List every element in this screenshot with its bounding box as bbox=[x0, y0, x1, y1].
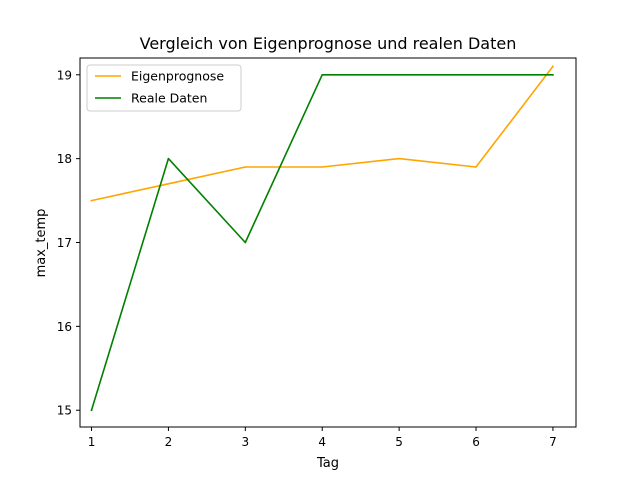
data-point-reale-daten bbox=[475, 73, 477, 76]
y-tick-label: 16 bbox=[57, 320, 72, 334]
data-point-eigenprognose bbox=[552, 65, 554, 68]
x-tick-label: 6 bbox=[472, 435, 480, 449]
y-axis-ticks: 15 16 17 18 19 bbox=[57, 68, 80, 418]
x-tick-label: 7 bbox=[549, 435, 557, 449]
legend-label-reale-daten: Reale Daten bbox=[131, 91, 207, 106]
y-tick-label: 19 bbox=[57, 68, 72, 82]
x-tick-label: 4 bbox=[318, 435, 326, 449]
x-tick-label: 5 bbox=[395, 435, 403, 449]
data-point-reale-daten bbox=[321, 73, 324, 76]
y-tick-label: 15 bbox=[57, 404, 72, 418]
series-lines bbox=[90, 65, 555, 412]
x-tick-label: 2 bbox=[165, 435, 173, 449]
legend-frame bbox=[86, 64, 242, 112]
data-point-reale-daten bbox=[244, 241, 247, 244]
data-point-reale-daten bbox=[90, 409, 93, 412]
y-tick-label: 17 bbox=[57, 236, 72, 250]
x-axis-ticks: 1 2 3 4 5 6 7 bbox=[88, 427, 557, 449]
legend: Eigenprognose Reale Daten bbox=[86, 64, 242, 112]
data-point-reale-daten bbox=[167, 157, 170, 160]
legend-label-eigenprognose: Eigenprognose bbox=[131, 69, 224, 84]
data-point-eigenprognose bbox=[398, 157, 400, 160]
data-point-eigenprognose bbox=[244, 166, 247, 168]
data-point-reale-daten bbox=[552, 73, 554, 76]
x-axis-label: Tag bbox=[316, 456, 339, 471]
x-tick-label: 3 bbox=[242, 435, 250, 449]
data-point-eigenprognose bbox=[167, 182, 170, 185]
chart-title: Vergleich von Eigenprognose und realen D… bbox=[140, 34, 517, 53]
y-tick-label: 18 bbox=[57, 152, 72, 166]
data-point-eigenprognose bbox=[475, 166, 477, 168]
x-tick-label: 1 bbox=[88, 435, 96, 449]
plot-frame bbox=[79, 57, 577, 428]
data-point-reale-daten bbox=[398, 73, 400, 76]
data-point-eigenprognose bbox=[90, 199, 93, 202]
data-point-eigenprognose bbox=[321, 166, 324, 168]
y-axis-label: max_temp bbox=[34, 209, 49, 278]
